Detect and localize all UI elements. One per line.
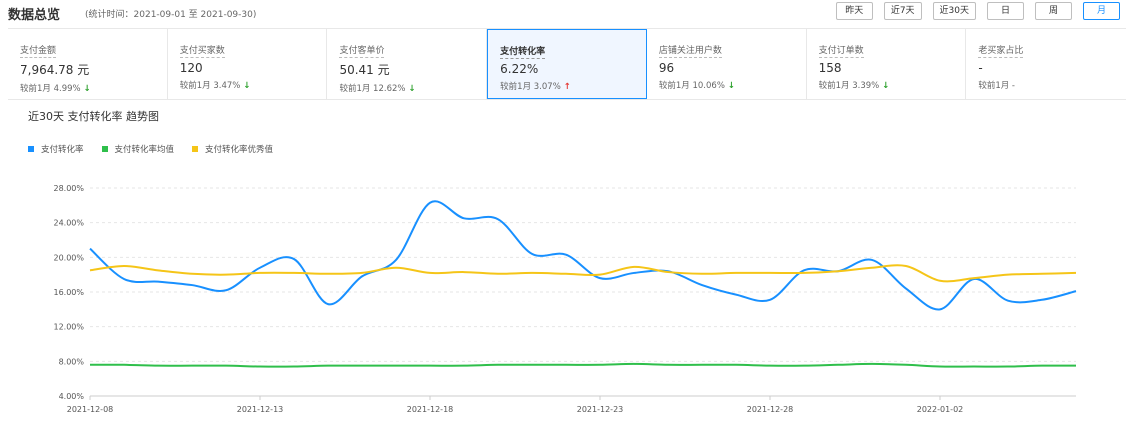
legend-item-average[interactable]: 支付转化率均值 xyxy=(101,143,175,155)
y-tick-label: 20.00% xyxy=(53,253,84,262)
metric-compare: 较前1月 3.07% ↑ xyxy=(500,80,646,92)
stat-period: (统计时间：2021-09-01 至 2021-09-30) xyxy=(85,10,257,20)
metric-compare-text: 较前1月 - xyxy=(978,81,1015,91)
metric-compare: 较前1月 12.62% ↓ xyxy=(339,82,486,94)
arrow-down-icon: ↓ xyxy=(83,84,91,94)
metric-compare: 较前1月 4.99% ↓ xyxy=(20,82,167,94)
arrow-down-icon: ↓ xyxy=(727,81,736,91)
period-button-group: 昨天 近7天 近30天 日 周 月 xyxy=(835,2,1120,20)
period-button-7days[interactable]: 近7天 xyxy=(883,2,922,20)
metric-compare-text: 较前1月 10.06% xyxy=(658,81,725,91)
chart-legend: 支付转化率 支付转化率均值 支付转化率优秀值 xyxy=(28,143,273,155)
metric-card[interactable]: 支付买家数 120 较前1月 3.47% ↓ xyxy=(168,29,328,99)
metric-label: 支付订单数 xyxy=(818,46,864,58)
metric-label: 支付转化率 xyxy=(500,47,546,59)
legend-label: 支付转化率优秀值 xyxy=(205,145,274,155)
metric-compare-text: 较前1月 3.07% xyxy=(500,82,561,92)
x-tick-label: 2022-01-02 xyxy=(917,405,964,414)
metric-card-selected[interactable]: 支付转化率 6.22% 较前1月 3.07% ↑ xyxy=(487,29,647,99)
page-title: 数据总览 xyxy=(8,8,61,23)
period-button-30days[interactable]: 近30天 xyxy=(932,2,976,20)
x-tick-label: 2021-12-13 xyxy=(237,405,284,414)
metric-card[interactable]: 支付金额 7,964.78 元 较前1月 4.99% ↓ xyxy=(8,29,168,99)
legend-swatch xyxy=(28,146,34,152)
arrow-down-icon: ↓ xyxy=(408,84,416,94)
metric-compare-text: 较前1月 12.62% xyxy=(339,84,406,94)
period-button-day[interactable]: 日 xyxy=(987,2,1024,20)
metric-card[interactable]: 店铺关注用户数 96 较前1月 10.06% ↓ xyxy=(647,29,807,99)
metric-compare-text: 较前1月 4.99% xyxy=(20,84,81,94)
metric-card[interactable]: 支付客单价 50.41 元 较前1月 12.62% ↓ xyxy=(327,29,488,99)
line-chart: 4.00% 8.00% 12.00% 16.00% 20.00% 24.00% 28.00%… xyxy=(53,184,1077,414)
x-tick-label: 2021-12-23 xyxy=(577,405,624,414)
x-tick-label: 2021-12-18 xyxy=(407,405,454,414)
metric-label: 店铺关注用户数 xyxy=(658,46,722,58)
metric-card[interactable]: 老买家占比 - 较前1月 - xyxy=(966,29,1126,99)
y-tick-label: 24.00% xyxy=(53,219,84,228)
x-tick-label: 2021-12-28 xyxy=(747,405,794,414)
metric-label: 支付客单价 xyxy=(339,46,385,58)
y-tick-label: 4.00% xyxy=(59,392,85,401)
legend-swatch xyxy=(192,146,199,152)
series-line-average[interactable] xyxy=(89,362,1077,368)
y-tick-label: 28.00% xyxy=(53,184,84,193)
arrow-down-icon: ↓ xyxy=(882,81,890,91)
metric-compare: 较前1月 3.39% ↓ xyxy=(819,79,966,91)
metric-label: 支付金额 xyxy=(20,46,57,58)
metric-card[interactable]: 支付订单数 158 较前1月 3.39% ↓ xyxy=(807,29,967,99)
metric-value: 6.22% xyxy=(500,62,539,76)
metric-value: - xyxy=(978,61,983,75)
chart-title: 近30天 支付转化率 趋势图 xyxy=(28,110,159,123)
legend-item-excellent[interactable]: 支付转化率优秀值 xyxy=(192,143,273,155)
legend-label: 支付转化率均值 xyxy=(114,145,175,155)
metric-value: 158 xyxy=(818,61,842,75)
series-line-excellent[interactable] xyxy=(89,264,1077,283)
legend-item-rate[interactable]: 支付转化率 xyxy=(28,143,84,155)
metric-compare: 较前1月 3.47% ↓ xyxy=(180,79,327,91)
metric-label: 老买家占比 xyxy=(978,46,1024,58)
legend-swatch xyxy=(101,146,108,152)
period-button-yesterday[interactable]: 昨天 xyxy=(835,2,873,20)
x-tick-label: 2021-12-08 xyxy=(67,405,114,414)
trend-chart-panel: 近30天 支付转化率 趋势图 支付转化率 支付转化率均值 支付转化率优秀值 4.… xyxy=(8,98,1126,431)
y-tick-label: 16.00% xyxy=(53,288,84,297)
metric-value: 120 xyxy=(179,61,203,75)
metric-label: 支付买家数 xyxy=(179,46,225,58)
metric-value: 50.41 元 xyxy=(339,63,390,77)
metric-value: 7,964.78 元 xyxy=(20,63,90,77)
header: 数据总览 (统计时间：2021-09-01 至 2021-09-30) 昨天 近… xyxy=(0,0,1130,26)
legend-label: 支付转化率 xyxy=(41,145,84,155)
metric-cards: 支付金额 7,964.78 元 较前1月 4.99% ↓ 支付买家数 120 较前… xyxy=(8,28,1126,100)
arrow-down-icon: ↓ xyxy=(243,81,251,91)
series-line-rate[interactable] xyxy=(89,200,1077,311)
period-button-month[interactable]: 月 xyxy=(1083,2,1120,20)
metric-compare-text: 较前1月 3.39% xyxy=(818,81,880,91)
metric-compare-text: 较前1月 3.47% xyxy=(179,81,241,91)
y-tick-label: 12.00% xyxy=(53,323,84,332)
y-tick-label: 8.00% xyxy=(59,357,85,366)
arrow-up-icon: ↑ xyxy=(563,82,571,92)
metric-value: 96 xyxy=(658,61,675,75)
metric-compare: 较前1月 10.06% ↓ xyxy=(659,79,806,91)
period-button-week[interactable]: 周 xyxy=(1035,2,1072,20)
metric-compare: 较前1月 - xyxy=(978,79,1126,91)
